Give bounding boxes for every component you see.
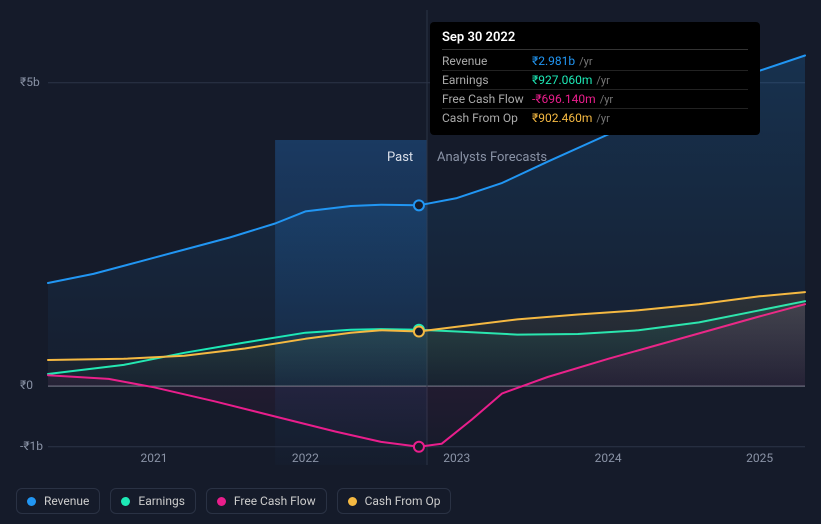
x-axis-label: 2024 [595, 451, 622, 465]
x-axis-label: 2025 [746, 451, 773, 465]
x-axis-label: 2022 [292, 451, 319, 465]
legend-item-cfo[interactable]: Cash From Op [337, 488, 452, 514]
legend-dot-icon [121, 497, 130, 506]
tooltip-row-value: ₹902.460m [532, 111, 592, 125]
x-axis-label: 2021 [140, 451, 167, 465]
tooltip-row-per: /yr [596, 112, 609, 125]
legend-item-label: Revenue [44, 494, 89, 508]
tooltip-row-label: Revenue [442, 54, 532, 68]
financials-chart: Past Analysts Forecasts Sep 30 2022 Reve… [0, 0, 821, 524]
tooltip-row-label: Cash From Op [442, 111, 532, 125]
tooltip-row-value: ₹927.060m [532, 73, 592, 87]
tooltip-row-per: /yr [596, 74, 609, 87]
section-label-past: Past [387, 150, 413, 165]
chart-legend: Revenue Earnings Free Cash Flow Cash From O… [16, 488, 451, 514]
y-axis-label: ₹0 [20, 378, 33, 392]
tooltip-row-value: -₹696.140m [532, 92, 596, 106]
legend-item-label: Free Cash Flow [234, 494, 316, 508]
chart-tooltip: Sep 30 2022 Revenue₹2.981b/yrEarnings₹92… [430, 22, 760, 135]
legend-dot-icon [348, 497, 357, 506]
legend-item-label: Earnings [138, 494, 185, 508]
legend-item-fcf[interactable]: Free Cash Flow [206, 488, 327, 514]
tooltip-row: Free Cash Flow-₹696.140m/yr [442, 90, 748, 109]
tooltip-row: Revenue₹2.981b/yr [442, 52, 748, 71]
legend-dot-icon [27, 497, 36, 506]
x-axis-label: 2023 [443, 451, 470, 465]
legend-item-revenue[interactable]: Revenue [16, 488, 100, 514]
tooltip-row: Earnings₹927.060m/yr [442, 71, 748, 90]
tooltip-date: Sep 30 2022 [442, 30, 748, 50]
tooltip-row-per: /yr [579, 55, 592, 68]
tooltip-row: Cash From Op₹902.460m/yr [442, 109, 748, 127]
y-axis-label: ₹5b [20, 75, 40, 89]
section-label-forecast: Analysts Forecasts [437, 150, 547, 165]
legend-item-label: Cash From Op [365, 494, 441, 508]
tooltip-row-per: /yr [600, 93, 613, 106]
y-axis-label: -₹1b [20, 439, 43, 453]
tooltip-row-value: ₹2.981b [532, 54, 575, 68]
tooltip-row-label: Free Cash Flow [442, 92, 532, 106]
tooltip-row-label: Earnings [442, 73, 532, 87]
legend-item-earnings[interactable]: Earnings [110, 488, 196, 514]
legend-dot-icon [217, 497, 226, 506]
